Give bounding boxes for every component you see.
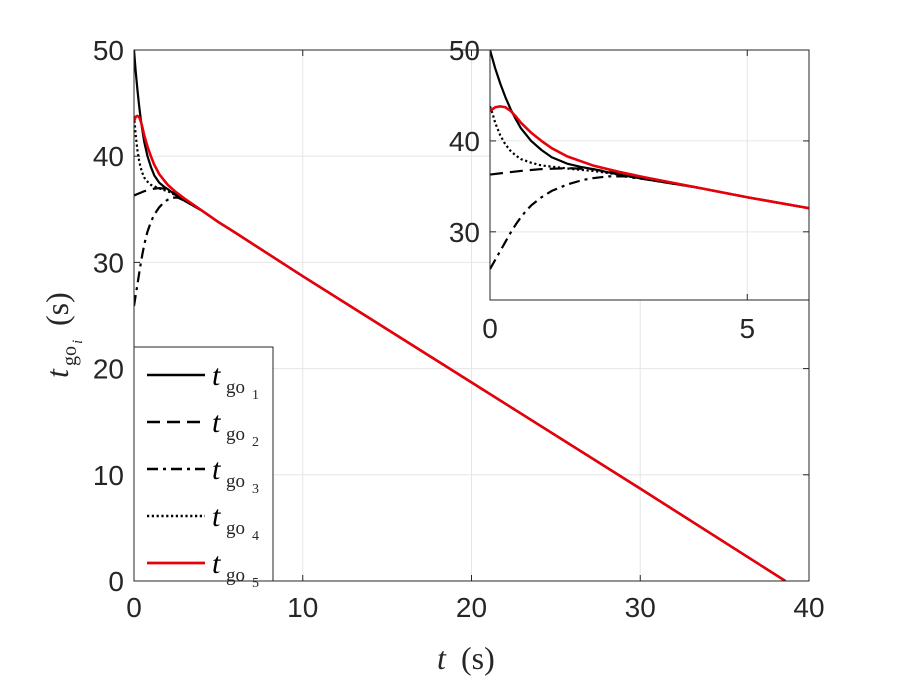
legend-label-subscript: go xyxy=(226,377,245,398)
legend-label-index: 4 xyxy=(252,529,259,544)
y-tick-label: 40 xyxy=(93,141,124,172)
y-axis-label-unit: (s) xyxy=(39,292,75,326)
inset-axes-box xyxy=(489,49,810,301)
x-tick-label: 0 xyxy=(482,313,498,344)
legend-label-index: 3 xyxy=(252,482,259,497)
legend-label-subscript: go xyxy=(226,565,245,586)
legend-label: t xyxy=(212,406,221,439)
main-x-tick-labels: 0 10 20 30 40 xyxy=(126,592,824,623)
y-tick-label: 50 xyxy=(93,35,124,66)
x-tick-label: 0 xyxy=(126,592,142,623)
y-tick-label: 10 xyxy=(93,460,124,491)
x-tick-label: 30 xyxy=(625,592,656,623)
inset-ticks xyxy=(489,49,809,300)
series-line-t-go-1 xyxy=(490,50,809,210)
legend-label-index: 2 xyxy=(252,435,259,450)
y-tick-label: 30 xyxy=(449,217,480,248)
legend-entry: t go 4 xyxy=(147,500,259,544)
legend-label-subscript: go xyxy=(226,424,245,445)
main-y-tick-labels: 0 10 20 30 40 50 xyxy=(93,35,124,597)
main-series-lines xyxy=(134,50,787,581)
series-line-t-go-4 xyxy=(490,105,809,210)
legend-entry: t go 3 xyxy=(147,453,259,497)
y-axis-label-subsubscript: i xyxy=(70,340,86,344)
legend-label-index: 1 xyxy=(252,388,259,403)
x-tick-label: 10 xyxy=(287,592,318,623)
y-tick-label: 50 xyxy=(449,35,480,66)
y-tick-label: 0 xyxy=(108,566,124,597)
series-line-t-go-4 xyxy=(134,115,786,581)
legend-label: t xyxy=(212,547,221,580)
legend-label-subscript: go xyxy=(226,471,245,492)
legend-entry: t go 5 xyxy=(147,547,259,591)
inset-series-lines xyxy=(490,50,809,270)
legend-label: t xyxy=(212,359,221,392)
inset-plot-area xyxy=(490,50,809,300)
series-line-t-go-3 xyxy=(490,175,809,270)
x-tick-label: 20 xyxy=(456,592,487,623)
legend-label-index: 5 xyxy=(252,576,259,591)
y-tick-label: 20 xyxy=(93,354,124,385)
legend-box xyxy=(133,346,274,582)
series-group xyxy=(134,50,787,581)
series-line-t-go-3 xyxy=(134,196,786,581)
legend-label-subscript: go xyxy=(226,518,245,539)
legend-entry: t go 2 xyxy=(147,406,259,450)
y-tick-label: 40 xyxy=(449,126,480,157)
x-tick-label: 40 xyxy=(793,592,824,623)
series-line-t-go-5 xyxy=(490,105,809,210)
x-axis-label-unit: (s) xyxy=(461,640,495,676)
legend: t go 1t go 2t go 3t go 4t go 5 xyxy=(133,346,274,591)
y-tick-label: 30 xyxy=(93,247,124,278)
x-tick-label: 5 xyxy=(739,313,755,344)
legend-label: t xyxy=(212,500,221,533)
series-line-t-go-5 xyxy=(134,114,787,581)
legend-entries: t go 1t go 2t go 3t go 4t go 5 xyxy=(147,359,259,591)
x-axis-label-symbol: t xyxy=(437,640,447,676)
series-group xyxy=(490,50,809,270)
y-axis-label: t go i (s) xyxy=(39,292,86,378)
legend-label: t xyxy=(212,453,221,486)
x-axis-label: t (s) xyxy=(437,640,495,676)
legend-entry: t go 1 xyxy=(147,359,259,403)
y-axis-label-subscript: go xyxy=(59,346,81,366)
y-axis-label-symbol: t xyxy=(39,368,75,378)
inset-y-tick-labels: 30 40 50 xyxy=(449,35,480,248)
